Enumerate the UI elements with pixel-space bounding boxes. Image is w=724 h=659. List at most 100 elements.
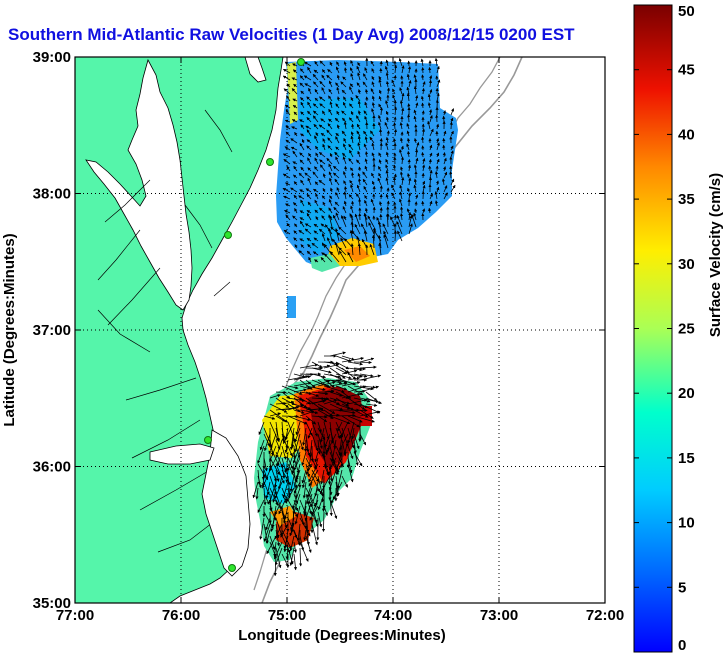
velocity-arrow bbox=[298, 195, 305, 200]
velocity-arrow bbox=[307, 110, 312, 116]
velocity-arrow bbox=[357, 150, 361, 158]
velocity-arrow bbox=[341, 381, 361, 387]
velocity-arrow bbox=[413, 178, 417, 186]
velocity-arrow bbox=[422, 164, 426, 172]
velocity-arrow bbox=[294, 433, 301, 453]
velocity-arrow bbox=[263, 415, 276, 420]
velocity-arrow bbox=[357, 142, 361, 151]
velocity-arrow bbox=[435, 123, 440, 130]
colorbar-tick-label: 15 bbox=[678, 450, 695, 467]
velocity-arrow bbox=[300, 90, 305, 95]
velocity-arrow bbox=[320, 469, 325, 485]
northern-field-yellow-edge bbox=[287, 62, 298, 124]
velocity-arrow bbox=[399, 198, 403, 207]
velocity-arrow bbox=[301, 475, 307, 489]
velocity-arrow bbox=[323, 385, 345, 393]
velocity-arrow bbox=[284, 119, 291, 123]
velocity-arrow bbox=[275, 397, 289, 408]
velocity-arrow bbox=[334, 151, 340, 158]
velocity-arrow bbox=[328, 95, 333, 102]
velocity-arrow bbox=[275, 463, 285, 484]
velocity-arrow bbox=[407, 114, 411, 123]
velocity-arrow bbox=[450, 145, 454, 151]
velocity-arrow bbox=[350, 243, 354, 256]
isolated-cell bbox=[287, 296, 296, 318]
velocity-arrow bbox=[406, 150, 411, 158]
velocity-arrow bbox=[287, 547, 294, 565]
velocity-arrow bbox=[341, 391, 352, 399]
velocity-arrow bbox=[270, 511, 277, 533]
velocity-arrow bbox=[335, 385, 348, 391]
velocity-arrow bbox=[315, 216, 319, 221]
velocity-arrow bbox=[344, 165, 348, 172]
velocity-arrow bbox=[305, 457, 311, 468]
velocity-arrow bbox=[299, 363, 319, 369]
map-panel bbox=[75, 57, 605, 603]
velocity-arrow bbox=[313, 223, 319, 228]
x-tick-label: 73:00 bbox=[480, 607, 518, 624]
velocity-arrow bbox=[359, 373, 374, 378]
colorbar-tick-label: 50 bbox=[678, 3, 695, 20]
velocity-arrow bbox=[372, 227, 377, 242]
velocity-arrow bbox=[283, 229, 291, 235]
velocity-arrow bbox=[327, 145, 333, 151]
velocity-arrow bbox=[401, 65, 405, 74]
velocity-arrow bbox=[312, 103, 319, 109]
velocity-arrow bbox=[291, 77, 298, 81]
velocity-arrow bbox=[362, 81, 368, 88]
velocity-arrow bbox=[406, 143, 410, 151]
velocity-arrow bbox=[321, 69, 326, 74]
velocity-arrow bbox=[356, 184, 361, 193]
velocity-arrow bbox=[428, 109, 433, 116]
velocity-arrow bbox=[337, 96, 341, 102]
velocity-arrow bbox=[265, 529, 271, 544]
velocity-arrow bbox=[284, 439, 289, 454]
velocity-arrow bbox=[307, 427, 313, 439]
velocity-arrow bbox=[356, 115, 361, 123]
velocity-arrow bbox=[414, 149, 419, 158]
velocity-arrow bbox=[362, 178, 368, 186]
velocity-arrow bbox=[326, 439, 331, 452]
colorbar bbox=[633, 4, 673, 653]
velocity-arrow bbox=[329, 101, 333, 109]
velocity-arrow bbox=[363, 212, 368, 228]
velocity-arrow bbox=[299, 152, 305, 158]
velocity-arrow bbox=[338, 247, 347, 256]
velocity-arrow bbox=[357, 172, 361, 179]
velocity-arrow bbox=[429, 193, 433, 200]
velocity-arrow bbox=[286, 223, 291, 228]
velocity-arrow bbox=[322, 138, 326, 144]
velocity-arrow bbox=[323, 389, 335, 393]
velocity-arrow bbox=[309, 505, 319, 521]
velocity-arrow bbox=[286, 165, 291, 172]
velocity-arrow bbox=[318, 124, 326, 130]
velocity-arrow bbox=[335, 66, 340, 74]
velocity-arrow bbox=[302, 481, 307, 499]
velocity-arrow bbox=[282, 68, 291, 74]
velocity-arrow bbox=[293, 541, 297, 553]
velocity-arrow bbox=[321, 87, 326, 95]
velocity-arrow bbox=[356, 159, 361, 165]
velocity-arrow bbox=[334, 178, 340, 186]
velocity-arrow bbox=[320, 257, 326, 263]
velocity-arrow bbox=[335, 136, 340, 144]
y-axis-ticks: 39:00 38:00 37:00 36:00 35:00 bbox=[33, 49, 605, 612]
velocity-arrow bbox=[365, 403, 378, 407]
velocity-arrow bbox=[286, 83, 291, 88]
velocity-arrow bbox=[300, 244, 305, 249]
x-axis-ticks: 77:00 76:00 75:00 74:00 73:00 72:00 bbox=[56, 57, 624, 624]
velocity-arrow bbox=[368, 222, 375, 235]
velocity-arrow bbox=[397, 230, 403, 242]
velocity-arrow bbox=[255, 487, 259, 500]
velocity-arrow bbox=[273, 541, 277, 558]
velocity-arrow bbox=[285, 469, 289, 484]
velocity-arrow bbox=[321, 215, 326, 221]
velocity-arrow bbox=[312, 110, 319, 116]
velocity-arrow bbox=[434, 191, 438, 200]
velocity-arrow bbox=[292, 63, 298, 67]
velocity-arrow bbox=[322, 201, 326, 207]
velocity-arrow bbox=[321, 74, 326, 81]
velocity-arrow bbox=[429, 169, 433, 179]
velocity-arrow bbox=[305, 535, 312, 553]
